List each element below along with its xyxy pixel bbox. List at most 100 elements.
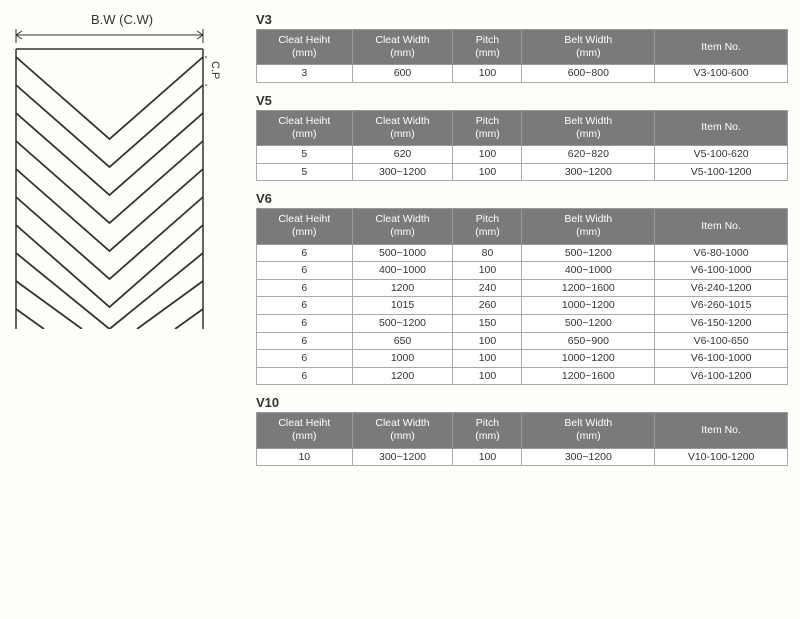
column-header: Cleat Width(mm)	[352, 110, 453, 145]
table-cell: 5	[257, 146, 353, 164]
column-header: Cleat Heiht(mm)	[257, 110, 353, 145]
table-cell: 100	[453, 332, 522, 350]
column-header: Belt Width(mm)	[522, 413, 655, 448]
table-row: 610001001000~1200V6-100-1000	[257, 350, 788, 368]
column-header: Belt Width(mm)	[522, 209, 655, 244]
spec-section: V3 Cleat Heiht(mm)Cleat Width(mm)Pitch(mm…	[256, 12, 788, 83]
table-row: 10300~1200100300~1200V10-100-1200	[257, 448, 788, 466]
column-header: Cleat Heiht(mm)	[257, 413, 353, 448]
table-cell: V6-260-1015	[655, 297, 788, 315]
table-row: 6500~100080500~1200V6-80-1000	[257, 244, 788, 262]
table-cell: 100	[453, 262, 522, 280]
column-header: Belt Width(mm)	[522, 30, 655, 65]
table-row: 5620100620~820V5-100-620	[257, 146, 788, 164]
table-cell: V6-100-1000	[655, 350, 788, 368]
table-cell: 100	[453, 350, 522, 368]
table-cell: 100	[453, 448, 522, 466]
column-header: Cleat Width(mm)	[352, 30, 453, 65]
column-header: Item No.	[655, 30, 788, 65]
table-cell: 650~900	[522, 332, 655, 350]
table-cell: 1200	[352, 279, 453, 297]
table-row: 612001001200~1600V6-100-1200	[257, 367, 788, 385]
table-cell: 100	[453, 146, 522, 164]
spec-section: V6 Cleat Heiht(mm)Cleat Width(mm)Pitch(mm…	[256, 191, 788, 385]
table-cell: 400~1000	[522, 262, 655, 280]
column-header: Belt Width(mm)	[522, 110, 655, 145]
section-title: V6	[256, 191, 788, 206]
table-cell: 5	[257, 163, 353, 181]
table-cell: V6-240-1200	[655, 279, 788, 297]
table-row: 6400~1000100400~1000V6-100-1000	[257, 262, 788, 280]
table-cell: 100	[453, 163, 522, 181]
table-row: 5300~1200100300~1200V5-100-1200	[257, 163, 788, 181]
table-cell: 6	[257, 314, 353, 332]
table-cell: 500~1000	[352, 244, 453, 262]
table-cell: 1200~1600	[522, 367, 655, 385]
table-cell: 500~1200	[522, 314, 655, 332]
spec-table: Cleat Heiht(mm)Cleat Width(mm)Pitch(mm)B…	[256, 29, 788, 83]
table-cell: 6	[257, 350, 353, 368]
table-cell: V6-80-1000	[655, 244, 788, 262]
table-cell: 150	[453, 314, 522, 332]
table-cell: 1015	[352, 297, 453, 315]
table-cell: V6-150-1200	[655, 314, 788, 332]
table-cell: 500~1200	[522, 244, 655, 262]
table-cell: 1000	[352, 350, 453, 368]
table-cell: V6-100-1200	[655, 367, 788, 385]
column-header: Pitch(mm)	[453, 110, 522, 145]
diagram-side-label: C.P	[209, 61, 221, 79]
table-cell: 1000~1200	[522, 297, 655, 315]
spec-table: Cleat Heiht(mm)Cleat Width(mm)Pitch(mm)B…	[256, 208, 788, 385]
table-cell: V10-100-1200	[655, 448, 788, 466]
table-cell: 300~1200	[522, 163, 655, 181]
table-cell: 10	[257, 448, 353, 466]
diagram-top-label: B.W (C.W)	[12, 12, 232, 27]
spec-table: Cleat Heiht(mm)Cleat Width(mm)Pitch(mm)B…	[256, 412, 788, 466]
table-row: 610152601000~1200V6-260-1015	[257, 297, 788, 315]
table-cell: 1000~1200	[522, 350, 655, 368]
table-cell: V3-100-600	[655, 65, 788, 83]
table-cell: 3	[257, 65, 353, 83]
table-row: 6650100650~900V6-100-650	[257, 332, 788, 350]
section-title: V10	[256, 395, 788, 410]
table-cell: 6	[257, 367, 353, 385]
column-header: Cleat Width(mm)	[352, 413, 453, 448]
table-cell: 100	[453, 367, 522, 385]
section-title: V3	[256, 12, 788, 27]
table-cell: V6-100-650	[655, 332, 788, 350]
column-header: Pitch(mm)	[453, 413, 522, 448]
table-cell: 500~1200	[352, 314, 453, 332]
table-cell: 6	[257, 279, 353, 297]
table-cell: 100	[453, 65, 522, 83]
column-header: Pitch(mm)	[453, 30, 522, 65]
table-cell: 6	[257, 297, 353, 315]
table-cell: V6-100-1000	[655, 262, 788, 280]
spec-table: Cleat Heiht(mm)Cleat Width(mm)Pitch(mm)B…	[256, 110, 788, 181]
column-header: Cleat Heiht(mm)	[257, 30, 353, 65]
table-cell: 6	[257, 244, 353, 262]
spec-section: V10 Cleat Heiht(mm)Cleat Width(mm)Pitch(m…	[256, 395, 788, 466]
table-cell: 6	[257, 262, 353, 280]
table-cell: 1200	[352, 367, 453, 385]
column-header: Item No.	[655, 209, 788, 244]
column-header: Cleat Width(mm)	[352, 209, 453, 244]
table-cell: 600	[352, 65, 453, 83]
spec-section: V5 Cleat Heiht(mm)Cleat Width(mm)Pitch(mm…	[256, 93, 788, 181]
table-cell: 600~800	[522, 65, 655, 83]
table-cell: 650	[352, 332, 453, 350]
belt-diagram: B.W (C.W)	[12, 12, 232, 329]
table-cell: V5-100-1200	[655, 163, 788, 181]
table-cell: 400~1000	[352, 262, 453, 280]
chevron-pattern-svg	[12, 29, 207, 329]
table-cell: 260	[453, 297, 522, 315]
diagram-column: B.W (C.W)	[12, 12, 232, 476]
column-header: Pitch(mm)	[453, 209, 522, 244]
table-cell: 1200~1600	[522, 279, 655, 297]
section-title: V5	[256, 93, 788, 108]
table-cell: 300~1200	[352, 163, 453, 181]
table-cell: 300~1200	[522, 448, 655, 466]
tables-column: V3Cleat Heiht(mm)Cleat Width(mm)Pitch(mm…	[256, 12, 788, 476]
column-header: Cleat Heiht(mm)	[257, 209, 353, 244]
table-row: 6500~1200150500~1200V6-150-1200	[257, 314, 788, 332]
table-cell: 240	[453, 279, 522, 297]
